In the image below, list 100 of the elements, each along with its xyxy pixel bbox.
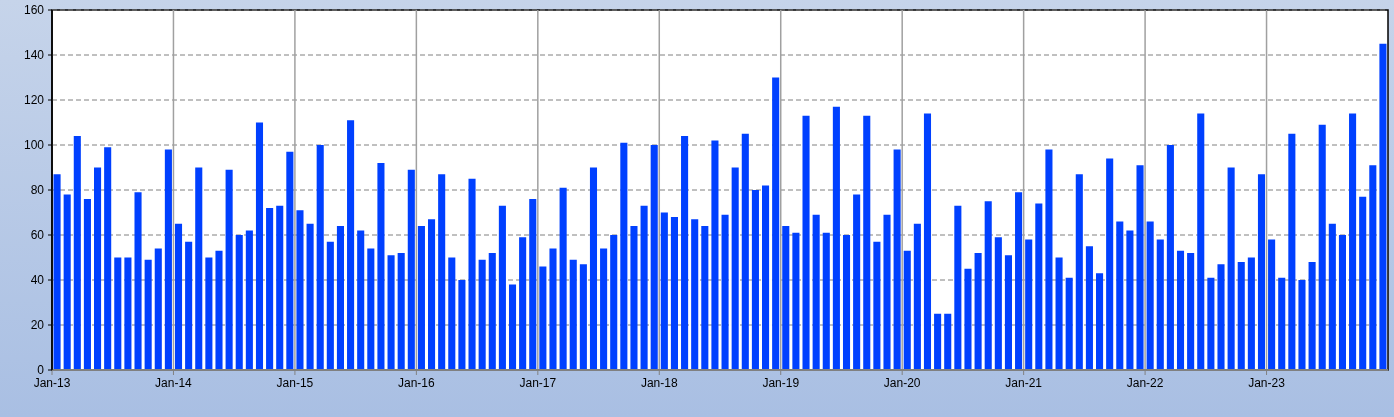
bar (903, 250, 911, 370)
bar (1298, 280, 1306, 370)
x-tick-label: Jan-17 (519, 376, 557, 390)
bar (1106, 158, 1114, 370)
bar (721, 214, 729, 370)
bar (1015, 192, 1023, 370)
bar (235, 235, 243, 370)
bar (1197, 113, 1205, 370)
bar (1136, 165, 1144, 370)
bar (185, 241, 193, 370)
y-tick-label: 80 (30, 183, 45, 198)
bar (1338, 235, 1346, 370)
bar (1247, 257, 1255, 370)
bar (620, 142, 628, 370)
bar (1085, 246, 1093, 370)
bar (1055, 257, 1063, 370)
bar (974, 253, 982, 370)
bar (772, 77, 780, 370)
x-tick-label: Jan-13 (33, 376, 71, 390)
bar (124, 257, 132, 370)
bar (640, 205, 648, 370)
bar (397, 253, 405, 370)
bar (286, 151, 294, 370)
bar (1187, 253, 1195, 370)
bar (832, 106, 840, 370)
bar (842, 235, 851, 370)
y-tick-label: 160 (23, 3, 45, 18)
bar (630, 226, 638, 370)
bar (1349, 113, 1357, 370)
x-tick-label: Jan-19 (762, 376, 800, 390)
bar (245, 230, 253, 370)
bar (600, 248, 608, 370)
bar (1045, 149, 1053, 370)
bar (428, 219, 436, 370)
bar (670, 217, 678, 370)
bar (964, 268, 972, 370)
y-tick-label: 120 (23, 93, 45, 108)
bar (822, 232, 830, 370)
bar (266, 208, 274, 370)
bar (681, 136, 689, 370)
x-tick-label: Jan-20 (883, 376, 921, 390)
bar (1207, 277, 1215, 370)
bar (1035, 203, 1043, 370)
bar (1308, 262, 1316, 370)
bar (347, 120, 355, 370)
bar (468, 178, 476, 370)
bar (276, 205, 284, 370)
bar (488, 253, 496, 370)
bar (873, 241, 881, 370)
bar (1217, 264, 1225, 370)
bar (73, 136, 81, 370)
bar (569, 259, 577, 370)
bar (174, 223, 183, 370)
bar (154, 248, 162, 370)
bar (711, 140, 719, 370)
bar (984, 201, 992, 370)
bar (944, 313, 952, 370)
bar (164, 149, 172, 370)
bar (579, 264, 587, 370)
bar (296, 210, 304, 370)
bar (519, 237, 527, 370)
bar (812, 214, 820, 370)
bar (134, 192, 142, 370)
x-tick-label: Jan-15 (276, 376, 314, 390)
bar (802, 115, 810, 370)
bar (417, 226, 425, 370)
bar (1166, 145, 1174, 370)
bar (1156, 239, 1164, 370)
bar (1004, 255, 1012, 370)
bar (367, 248, 375, 370)
bar (83, 199, 91, 370)
bar (893, 149, 901, 370)
bar (478, 259, 486, 370)
bar (559, 187, 567, 370)
bar (1075, 174, 1083, 370)
bar (751, 190, 759, 370)
bar (1025, 239, 1033, 370)
bar (934, 313, 942, 370)
bar (1379, 43, 1387, 370)
bar (316, 145, 324, 370)
bar (853, 194, 861, 370)
bar (94, 167, 102, 370)
bar (762, 185, 770, 370)
bar (114, 257, 122, 370)
bar (792, 232, 800, 370)
bar (1176, 250, 1185, 370)
bar (195, 167, 203, 370)
bar (438, 174, 446, 370)
bar (731, 167, 739, 370)
bar (549, 248, 557, 370)
bar (883, 214, 891, 370)
y-tick-label: 0 (37, 363, 45, 378)
bar (458, 280, 466, 370)
bar (255, 122, 264, 370)
bar (1278, 277, 1286, 370)
bar (1359, 196, 1367, 370)
bar (1126, 230, 1134, 370)
bar (498, 205, 506, 370)
bar (529, 199, 537, 370)
bar (701, 226, 709, 370)
